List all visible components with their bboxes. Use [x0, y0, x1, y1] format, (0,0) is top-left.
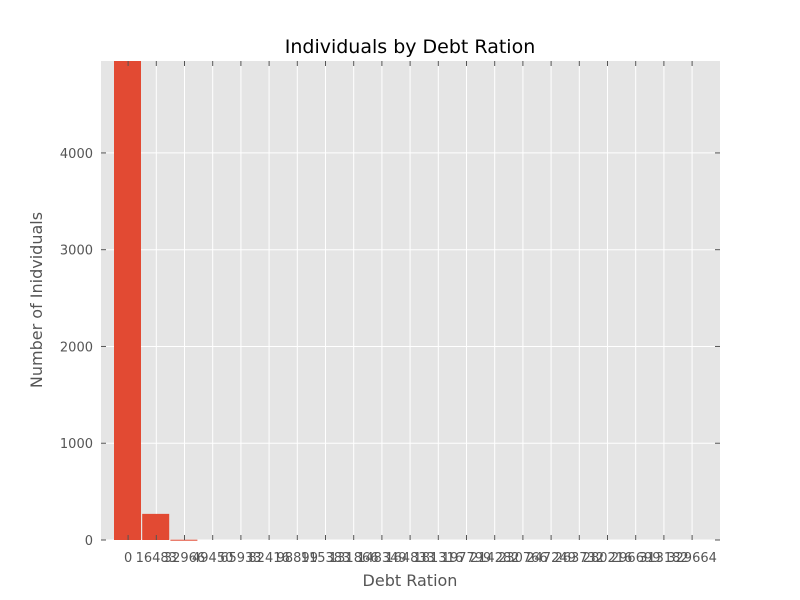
x-tick-label: 214282	[470, 551, 520, 566]
bars	[114, 61, 198, 541]
y-tick-label: 4000	[60, 147, 93, 162]
x-tick-label: 65933	[220, 551, 261, 566]
x-tick-label: 313182	[639, 551, 689, 566]
x-tick-label: 0	[124, 551, 132, 566]
x-tick-label: 148349	[357, 551, 407, 566]
y-tick-label: 3000	[60, 244, 93, 259]
x-tick-label: 164833	[385, 551, 435, 566]
x-tick-label: 230766	[498, 551, 548, 566]
x-axis-ticks: 0 164833296649450659338241698899115383131…	[124, 61, 717, 566]
x-tick-label: 131866	[329, 551, 379, 566]
x-tick-label: 82416	[248, 551, 289, 566]
x-tick-label: 115383	[301, 551, 351, 566]
x-tick-label: 296699	[611, 551, 661, 566]
x-tick-label: 16483	[136, 551, 177, 566]
x-tick-label: 263732	[554, 551, 604, 566]
y-axis-ticks: 0 1000 2000 3000 4000	[60, 147, 720, 549]
bar	[114, 61, 141, 540]
x-tick-label: 49450	[192, 551, 233, 566]
x-tick-label: 98899	[277, 551, 318, 566]
x-tick-label: 32966	[164, 551, 205, 566]
bar	[142, 513, 170, 540]
y-axis-label: Number of Inidviduals	[27, 212, 46, 388]
x-tick-label: 247249	[526, 551, 576, 566]
y-tick-label: 1000	[60, 437, 93, 452]
x-tick-label: 280216	[583, 551, 633, 566]
chart-title: Individuals by Debt Ration	[285, 36, 536, 58]
y-tick-label: 2000	[60, 340, 93, 355]
x-axis-label: Debt Ration	[363, 571, 458, 590]
y-tick-label: 0	[85, 534, 93, 549]
x-tick-label: 197799	[442, 551, 492, 566]
x-tick-label: 181316	[413, 551, 463, 566]
bar	[170, 539, 198, 541]
x-tick-label: 329664	[667, 551, 717, 566]
